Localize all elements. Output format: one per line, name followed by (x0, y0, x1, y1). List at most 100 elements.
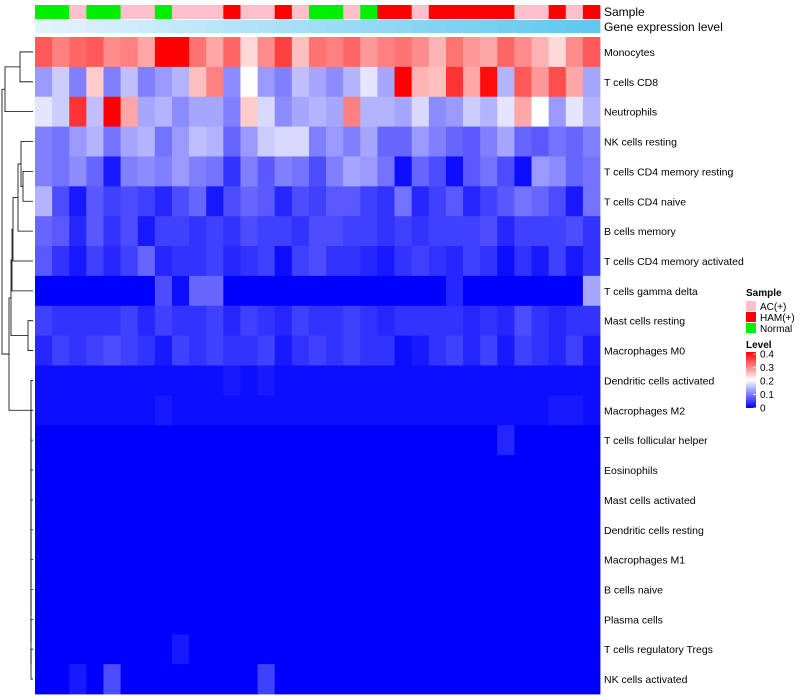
heatmap-cell (497, 425, 515, 456)
heatmap-cell (103, 246, 122, 277)
heatmap-cell (343, 514, 361, 546)
heatmap-cell (154, 634, 173, 665)
heatmap-cell (343, 126, 361, 157)
heatmap-cell (35, 664, 53, 695)
sample-annotation-cell (394, 5, 413, 19)
heatmap-cell (445, 604, 464, 635)
heatmap-cell (291, 96, 310, 127)
heatmap-cell (343, 484, 361, 516)
sample-annotation-cell (154, 5, 173, 19)
heatmap-cell (274, 484, 293, 516)
heatmap-cell (565, 634, 584, 665)
heatmap-cell (35, 126, 53, 157)
heatmap-cell (411, 305, 430, 337)
heatmap-cell (360, 66, 378, 98)
heatmap-cell (69, 275, 87, 307)
heatmap-cell (240, 455, 258, 486)
expression-annotation-cell (326, 20, 344, 33)
expression-annotation-cell (52, 20, 70, 33)
heatmap-cell (274, 37, 293, 68)
heatmap-cell (394, 216, 413, 247)
heatmap-cell (240, 634, 258, 665)
heatmap-cell (480, 275, 498, 307)
annotation-label-expression: Gene expression level (604, 20, 723, 34)
heatmap-cell (514, 395, 532, 426)
heatmap-cell (206, 664, 224, 695)
heatmap-cell (582, 574, 601, 605)
heatmap-cell (308, 156, 327, 187)
heatmap-cell (326, 514, 344, 546)
dendrogram-branch (4, 66, 33, 113)
heatmap-cell (480, 126, 498, 157)
heatmap-cell (514, 156, 532, 187)
heatmap-cell (154, 186, 173, 217)
heatmap-cell (343, 365, 361, 396)
heatmap-cell (291, 66, 310, 98)
heatmap-cell (69, 544, 87, 575)
heatmap-cell (86, 514, 104, 546)
heatmap-cell (189, 246, 207, 277)
heatmap-cell (343, 574, 361, 605)
heatmap-cell (154, 574, 173, 605)
heatmap-cell (428, 126, 447, 157)
heatmap-cell (291, 425, 310, 456)
heatmap-cell (343, 634, 361, 665)
sample-annotation-cell (514, 5, 532, 19)
heatmap-cell (240, 66, 258, 98)
heatmap-cell (137, 425, 156, 456)
sample-annotation-cell (274, 5, 293, 19)
heatmap-cell (171, 335, 190, 366)
heatmap-cell (154, 96, 173, 127)
heatmap-cell (463, 425, 481, 456)
heatmap-cell (171, 66, 190, 98)
legend-tick-label: 0.2 (760, 377, 774, 388)
heatmap-cell (69, 514, 87, 546)
heatmap-cell (445, 186, 464, 217)
dendrogram-branch (8, 297, 31, 411)
heatmap-cell (463, 246, 481, 277)
heatmap-cell (445, 305, 464, 337)
expression-annotation-cell (445, 20, 464, 33)
heatmap-cell (480, 365, 498, 396)
sample-annotation-cell (120, 5, 139, 19)
heatmap-cell (52, 395, 70, 426)
expression-annotation-cell (240, 20, 258, 33)
heatmap-cell (189, 455, 207, 486)
row-label: T cells CD4 memory activated (604, 256, 744, 268)
heatmap-cell (35, 246, 53, 277)
heatmap-cell (257, 395, 276, 426)
heatmap-cell (291, 37, 310, 68)
heatmap-cell (120, 514, 139, 546)
sample-annotation-cell (343, 5, 361, 19)
heatmap-cell (343, 395, 361, 426)
sample-annotation-cell (480, 5, 498, 19)
heatmap-cell (189, 664, 207, 695)
expression-annotation-cell (497, 20, 515, 33)
heatmap-cell (360, 275, 378, 307)
heatmap-cell (411, 604, 430, 635)
heatmap-cell (445, 275, 464, 307)
heatmap-cell (548, 484, 567, 516)
dendrogram-branch (1, 88, 9, 355)
heatmap-cell (35, 574, 53, 605)
row-dendrogram (1, 51, 33, 680)
row-label: Dendritic cells activated (604, 375, 714, 387)
heatmap-cell (582, 425, 601, 456)
sample-annotation-cell (189, 5, 207, 19)
heatmap-cell (240, 275, 258, 307)
heatmap-cell (171, 664, 190, 695)
annotation-label-sample: Sample (604, 5, 645, 19)
heatmap-cell (565, 574, 584, 605)
heatmap-cell (240, 664, 258, 695)
heatmap-cell (428, 455, 447, 486)
heatmap-cell (223, 514, 241, 546)
heatmap-cell (548, 544, 567, 575)
heatmap-cell (497, 514, 515, 546)
heatmap-cell (69, 634, 87, 665)
heatmap-cell (394, 514, 413, 546)
heatmap-cell (274, 156, 293, 187)
heatmap-cell (531, 484, 550, 516)
heatmap-cell (514, 574, 532, 605)
heatmap-cell (86, 335, 104, 366)
heatmap-cell (52, 365, 70, 396)
